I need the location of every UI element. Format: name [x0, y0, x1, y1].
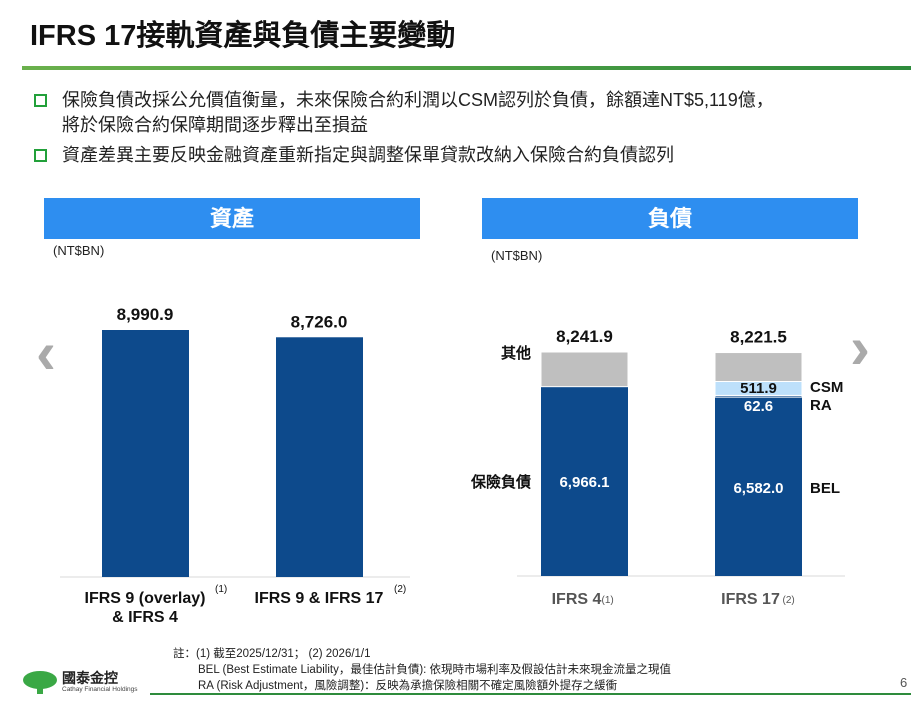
segment-bel	[715, 397, 802, 576]
page-title: IFRS 17接軌資產與負債主要變動	[30, 20, 456, 52]
legend-csm-label: CSM	[810, 379, 843, 396]
page-number: 6	[900, 675, 908, 690]
bel-value-label: 6,966.1	[559, 474, 609, 491]
charts-canvas: 8,990.9 8,726.0 IFRS 9 (overlay) & IFRS 4 (1…	[60, 305, 845, 626]
footnote-marker: (1)	[602, 595, 614, 606]
legend-insurance-liability-label: 保險負債	[470, 473, 531, 491]
asset-value-label: 8,726.0	[291, 312, 348, 331]
previous-slide-chevron-icon[interactable]: ‹	[36, 319, 56, 386]
logo-subtitle: Cathay Financial Holdings	[62, 686, 138, 693]
tree-logo-icon	[23, 671, 57, 694]
ra-value-label: 62.6	[744, 398, 773, 415]
title-divider	[22, 66, 911, 70]
assets-header: 資產	[44, 198, 420, 239]
bel-value-label: 6,582.0	[733, 480, 783, 497]
segment-其他	[714, 352, 803, 382]
assets-unit: (NT$BN)	[53, 243, 105, 258]
legend-other-label: 其他	[501, 344, 531, 362]
footnote-marker: (2)	[783, 595, 795, 606]
footnote-marker: (2)	[394, 584, 406, 595]
bullet-text: 保險負債改採公允價值衡量，未來保險合約利潤以CSM認列於負債，餘額達NT$5,1…	[62, 90, 774, 110]
bullet-square-icon	[34, 149, 47, 162]
category-label: IFRS 4	[552, 591, 602, 608]
note-line: 註：(1) 截至2025/12/31； (2) 2026/1/1	[173, 648, 371, 660]
total-value-label: 8,221.5	[730, 328, 787, 347]
logo-name: 國泰金控	[62, 670, 118, 686]
legend-bel-label: BEL	[810, 480, 840, 497]
note-line: RA (Risk Adjustment，風險調整)：反映為承擔保險相關不確定風險…	[198, 680, 618, 692]
asset-value-label: 8,990.9	[117, 305, 174, 324]
category-label: IFRS 17	[721, 591, 780, 608]
category-label: & IFRS 4	[112, 609, 178, 626]
note-line: BEL (Best Estimate Liability，最佳估計負債): 依現…	[198, 664, 672, 676]
next-slide-chevron-icon[interactable]: ›	[850, 314, 870, 381]
liabilities-unit: (NT$BN)	[491, 248, 543, 263]
csm-value-label: 511.9	[740, 380, 777, 397]
asset-bar	[102, 330, 189, 577]
category-label: IFRS 9 (overlay)	[85, 590, 206, 607]
total-value-label: 8,241.9	[556, 327, 613, 346]
bullet-text: 將於保險合約保障期間逐步釋出至損益	[62, 115, 368, 135]
segment-bel	[541, 386, 628, 576]
liabilities-header: 負債	[482, 198, 858, 239]
footer-divider	[150, 693, 911, 695]
asset-bar	[276, 337, 363, 577]
bullet-text: 資產差異主要反映金融資產重新指定與調整保單貸款改納入保險合約負債認列	[62, 145, 674, 165]
bullet-square-icon	[34, 94, 47, 107]
footnote-marker: (1)	[215, 584, 227, 595]
segment-其他	[540, 351, 629, 388]
category-label: IFRS 9 & IFRS 17	[255, 590, 384, 607]
legend-ra-label: RA	[810, 397, 832, 414]
